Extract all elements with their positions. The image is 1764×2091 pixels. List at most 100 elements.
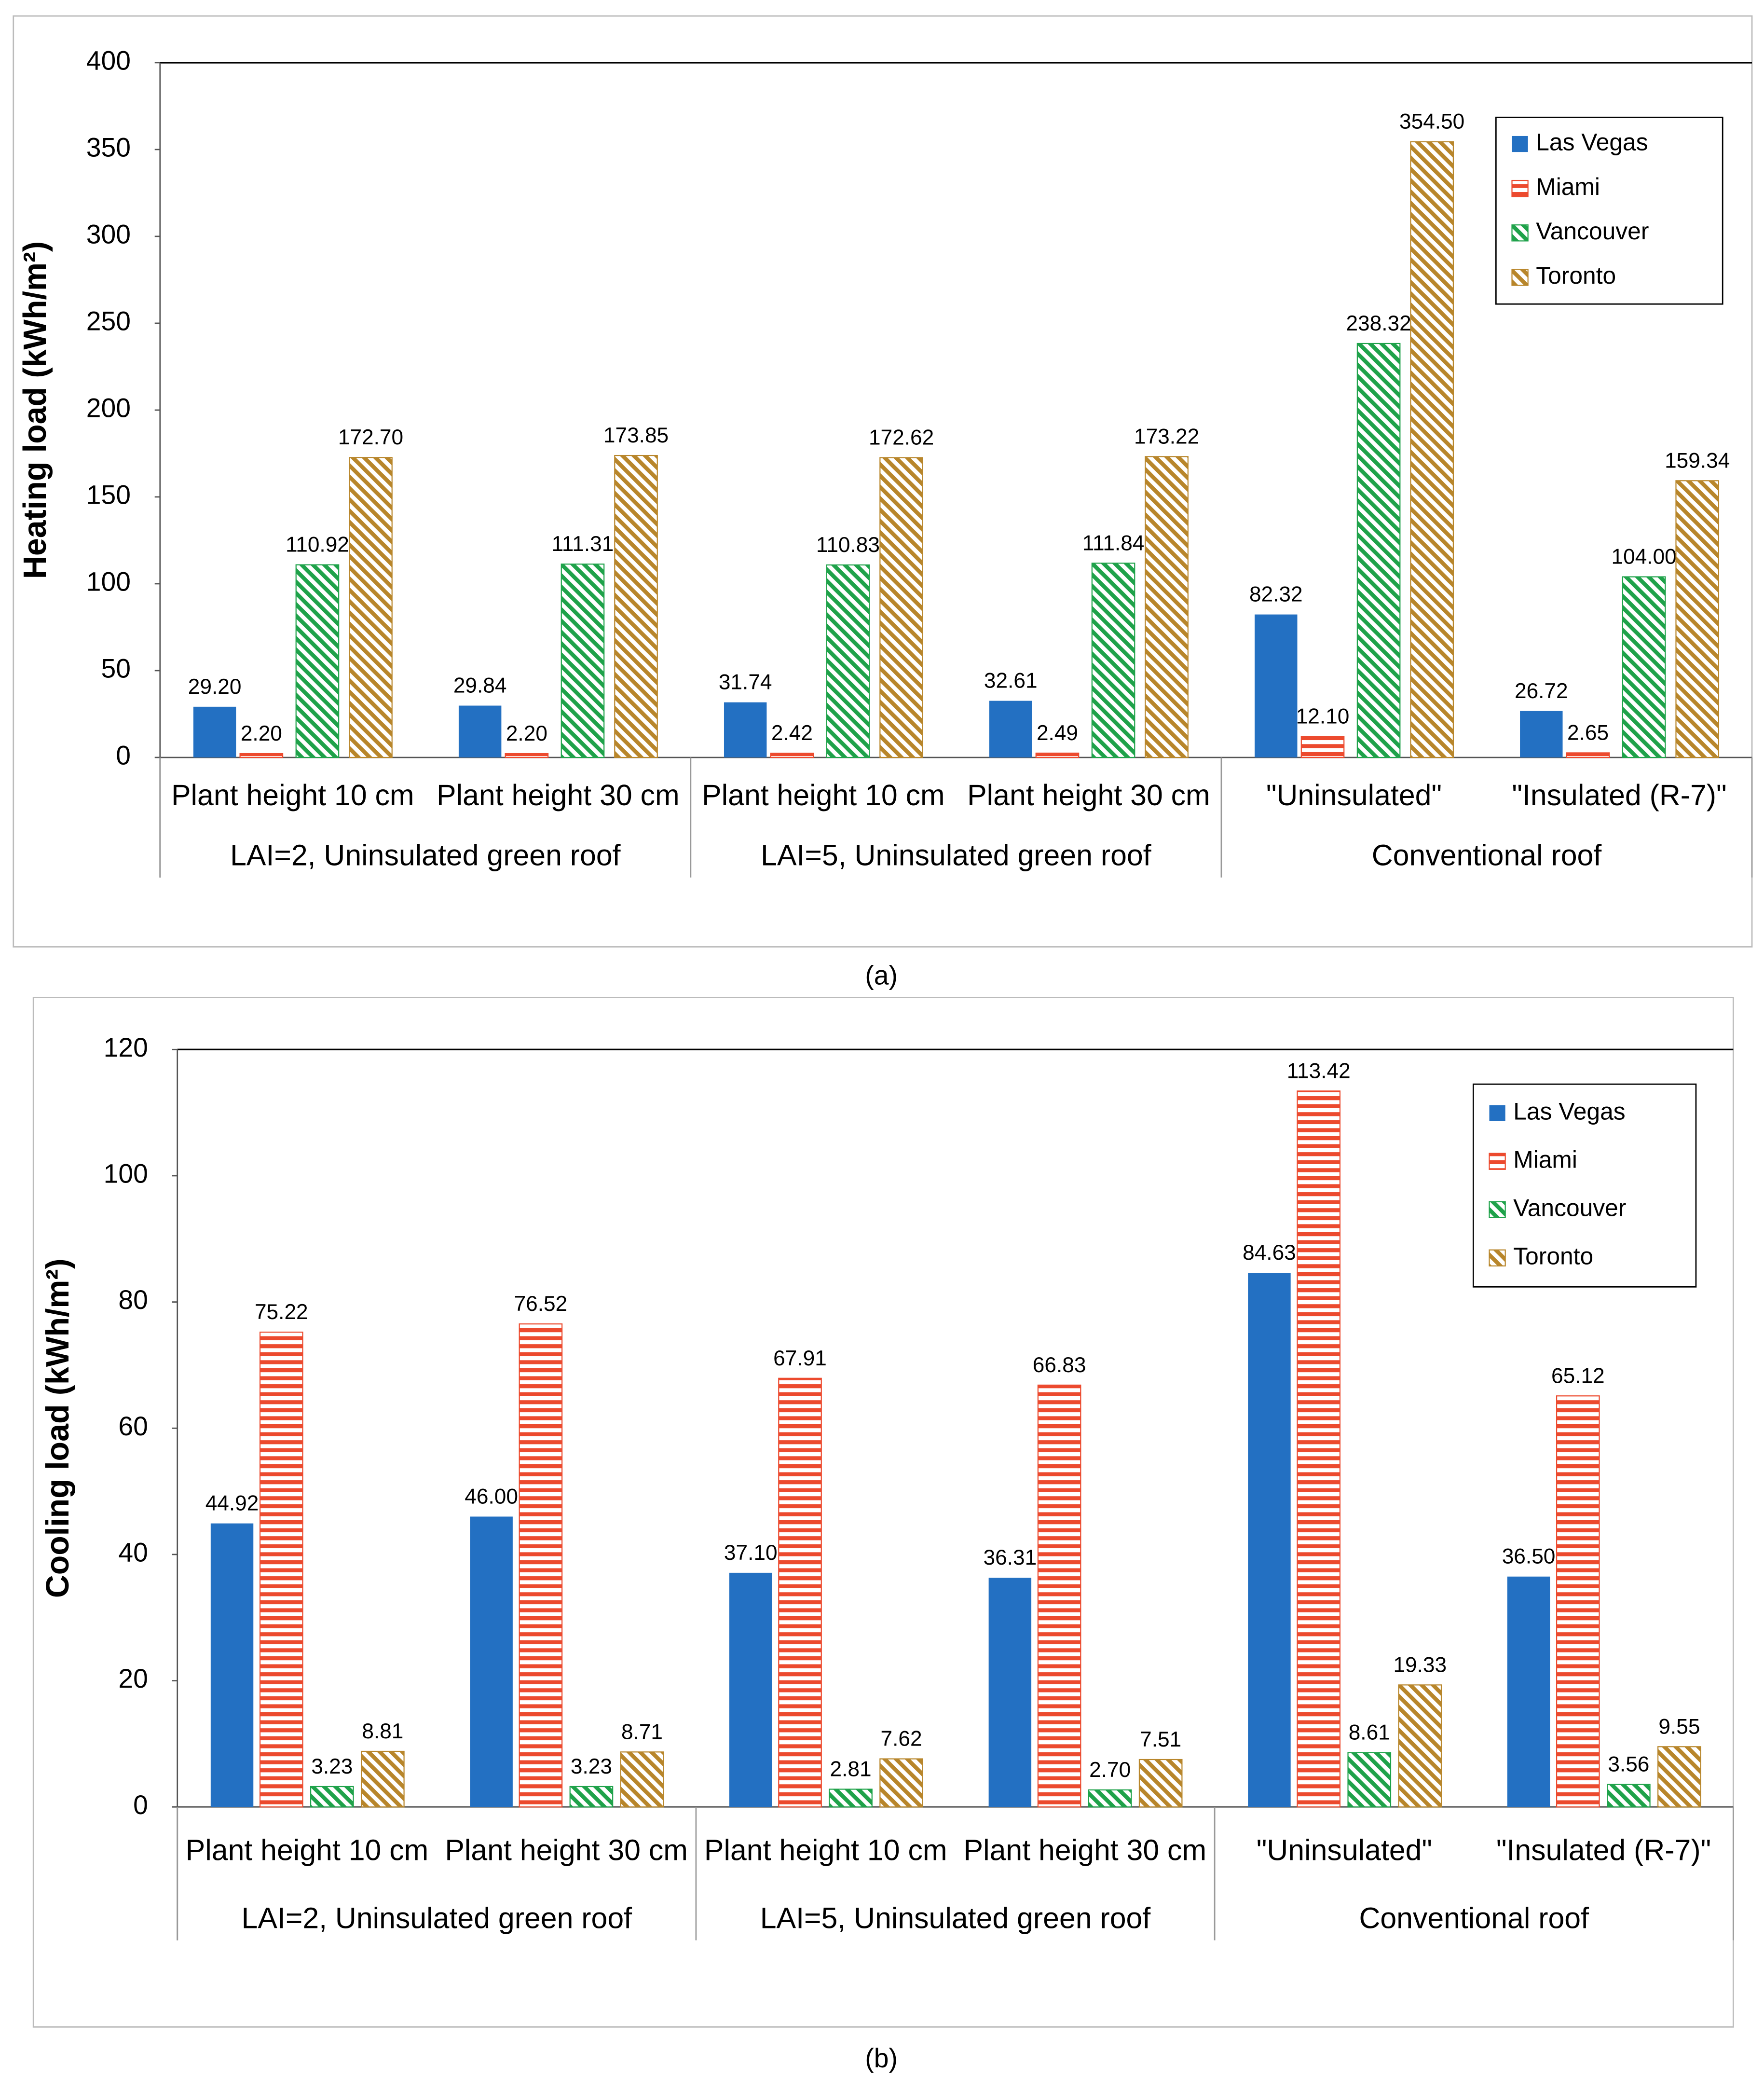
- x-tick-label: Plant height 10 cm: [186, 1833, 429, 1866]
- data-label: 8.81: [362, 1720, 403, 1743]
- data-label: 46.00: [465, 1485, 518, 1508]
- data-label: 2.70: [1089, 1758, 1131, 1782]
- legend-label: Vancouver: [1536, 218, 1649, 245]
- bar: [1356, 343, 1401, 758]
- y-axis-title: Heating load (kWh/m²): [17, 241, 53, 579]
- bar: [295, 564, 340, 758]
- group-label: LAI=2, Uninsulated green roof: [230, 839, 621, 871]
- data-label: 75.22: [255, 1300, 308, 1324]
- bar: [1248, 1273, 1291, 1807]
- bar: [1507, 1576, 1550, 1807]
- data-label: 36.50: [1502, 1545, 1556, 1568]
- data-label: 111.31: [552, 532, 614, 556]
- bar: [470, 1516, 513, 1807]
- bar: [259, 1332, 303, 1808]
- bar: [569, 1786, 614, 1808]
- legend-swatch: [1511, 224, 1529, 242]
- data-label: 19.33: [1393, 1653, 1447, 1677]
- bar: [1556, 1395, 1600, 1808]
- bar: [988, 1578, 1032, 1807]
- data-label: 36.31: [984, 1546, 1037, 1569]
- bar: [239, 753, 284, 758]
- data-label: 29.20: [188, 675, 242, 699]
- data-label: 7.62: [881, 1727, 922, 1751]
- data-label: 8.61: [1349, 1721, 1390, 1745]
- bar: [458, 705, 502, 757]
- legend-swatch: [1512, 136, 1528, 152]
- bar: [1138, 1759, 1183, 1808]
- bar: [614, 454, 658, 758]
- x-tick-label: Plant height 30 cm: [967, 779, 1210, 812]
- data-label: 2.42: [771, 721, 813, 745]
- y-tick-label: 80: [118, 1285, 148, 1315]
- legend-label: Miami: [1513, 1146, 1577, 1173]
- data-label: 3.23: [571, 1755, 612, 1778]
- bar: [620, 1751, 664, 1808]
- bar: [210, 1523, 254, 1807]
- data-label: 2.49: [1037, 721, 1078, 745]
- y-axis-title: Cooling load (kWh/m²): [40, 1258, 76, 1598]
- chart-frame: [32, 997, 1734, 2028]
- legend-swatch: [1489, 1249, 1506, 1266]
- x-tick-label: "Uninsulated": [1266, 779, 1442, 812]
- bar: [193, 706, 236, 757]
- bar: [1622, 576, 1666, 758]
- group-label: Conventional roof: [1372, 839, 1602, 871]
- y-tick-label: 40: [118, 1538, 148, 1568]
- data-label: 3.23: [311, 1755, 353, 1778]
- data-label: 31.74: [719, 671, 772, 694]
- y-tick-label: 400: [86, 46, 131, 76]
- bar: [778, 1377, 822, 1808]
- bar: [1607, 1784, 1651, 1808]
- legend-label: Toronto: [1513, 1242, 1593, 1269]
- data-label: 7.51: [1140, 1728, 1181, 1751]
- legend-swatch: [1489, 1105, 1505, 1121]
- legend-label: Miami: [1536, 173, 1600, 200]
- bar: [826, 564, 870, 758]
- bar: [1657, 1746, 1701, 1808]
- data-label: 172.70: [338, 426, 403, 449]
- data-label: 44.92: [205, 1492, 259, 1515]
- data-label: 2.81: [830, 1757, 872, 1781]
- x-tick-label: Plant height 30 cm: [445, 1833, 688, 1866]
- data-label: 84.63: [1243, 1241, 1296, 1265]
- data-label: 26.72: [1515, 679, 1568, 703]
- data-label: 173.85: [603, 424, 669, 447]
- bar: [1035, 752, 1080, 758]
- bar: [1300, 736, 1345, 758]
- data-label: 3.56: [1608, 1753, 1649, 1776]
- bar: [1255, 614, 1298, 757]
- bar: [1088, 1789, 1132, 1808]
- legend-swatch: [1511, 179, 1529, 197]
- legend-box: [1495, 116, 1723, 305]
- data-label: 66.83: [1033, 1353, 1086, 1377]
- legend-swatch: [1489, 1201, 1506, 1218]
- data-label: 104.00: [1612, 545, 1677, 569]
- y-tick-label: 0: [116, 741, 131, 770]
- bar: [879, 1758, 923, 1808]
- legend-swatch: [1489, 1153, 1506, 1170]
- data-label: 110.92: [286, 533, 349, 557]
- x-tick-label: Plant height 10 cm: [171, 779, 414, 812]
- x-tick-label: Plant height 30 cm: [437, 779, 680, 812]
- legend-label: Las Vegas: [1536, 129, 1648, 156]
- x-tick-label: "Insulated (R-7)": [1512, 779, 1726, 812]
- bar: [1347, 1752, 1392, 1808]
- x-tick-label: Plant height 10 cm: [702, 779, 945, 812]
- bar: [989, 701, 1032, 757]
- legend-box: [1472, 1083, 1697, 1288]
- bar: [505, 753, 549, 758]
- y-tick-label: 150: [86, 480, 131, 510]
- group-label: LAI=5, Uninsulated green roof: [760, 1901, 1151, 1934]
- group-label: Conventional roof: [1359, 1901, 1589, 1934]
- y-tick-label: 50: [101, 654, 130, 684]
- bar: [561, 564, 605, 758]
- bar: [1145, 456, 1189, 758]
- data-label: 9.55: [1658, 1715, 1700, 1738]
- data-label: 29.84: [453, 674, 507, 698]
- bar: [349, 457, 393, 758]
- bar: [519, 1323, 563, 1808]
- data-label: 82.32: [1249, 583, 1303, 606]
- bar: [1091, 563, 1135, 758]
